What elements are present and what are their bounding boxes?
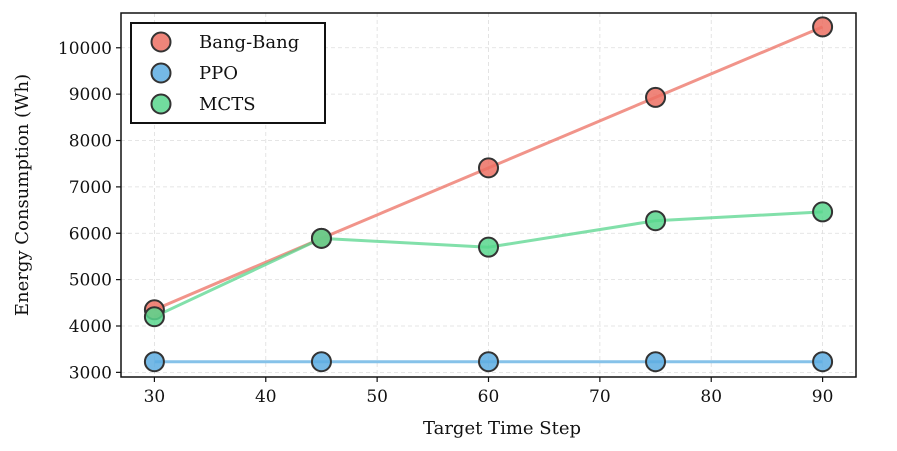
x-tick-label: 80 bbox=[700, 387, 722, 407]
x-tick-label: 60 bbox=[478, 387, 500, 407]
series-point-2-0 bbox=[143, 306, 165, 328]
x-tick-label: 30 bbox=[144, 387, 166, 407]
y-tick-label: 7000 bbox=[69, 178, 112, 198]
y-axis-ticks: 3000 4000 5000 6000 7000 8000 9000 10000 bbox=[58, 39, 121, 383]
series-point-1-0 bbox=[143, 351, 165, 373]
legend-marker-0 bbox=[150, 31, 172, 53]
series-point-2-1 bbox=[310, 227, 332, 249]
x-tick-label: 70 bbox=[589, 387, 611, 407]
y-tick-label: 8000 bbox=[69, 132, 112, 152]
legend-marker-1 bbox=[150, 62, 172, 84]
x-tick-label: 40 bbox=[255, 387, 277, 407]
series-point-1-3 bbox=[645, 351, 667, 373]
y-tick-label: 9000 bbox=[69, 85, 112, 105]
y-tick-label: 4000 bbox=[69, 317, 112, 337]
legend-label-0: Bang-Bang bbox=[199, 32, 299, 53]
x-axis-ticks: 30 40 50 60 70 80 90 bbox=[144, 377, 834, 407]
series-point-0-2 bbox=[478, 157, 499, 179]
y-tick-label: 3000 bbox=[69, 363, 112, 383]
grid bbox=[121, 13, 856, 377]
y-tick-label: 6000 bbox=[69, 224, 112, 244]
x-tick-label: 90 bbox=[812, 387, 834, 407]
y-axis-title: Energy Consumption (Wh) bbox=[12, 74, 33, 316]
x-tick-label: 50 bbox=[366, 387, 388, 407]
x-axis-title: Target Time Step bbox=[423, 418, 581, 439]
series-points bbox=[143, 16, 834, 373]
y-tick-label: 10000 bbox=[58, 39, 112, 59]
legend: Bang-Bang PPO MCTS bbox=[130, 22, 326, 124]
legend-marker-2 bbox=[150, 93, 172, 115]
series-point-1-2 bbox=[478, 351, 499, 373]
series-point-2-3 bbox=[645, 210, 667, 232]
series-point-1-1 bbox=[310, 351, 332, 373]
series-point-2-4 bbox=[812, 201, 834, 223]
series-point-1-4 bbox=[812, 351, 834, 373]
legend-label-1: PPO bbox=[199, 63, 238, 84]
series-point-0-3 bbox=[645, 86, 667, 108]
y-tick-label: 5000 bbox=[69, 271, 112, 291]
series-point-0-4 bbox=[812, 16, 834, 38]
legend-label-2: MCTS bbox=[199, 94, 256, 115]
series-point-2-2 bbox=[478, 236, 499, 258]
